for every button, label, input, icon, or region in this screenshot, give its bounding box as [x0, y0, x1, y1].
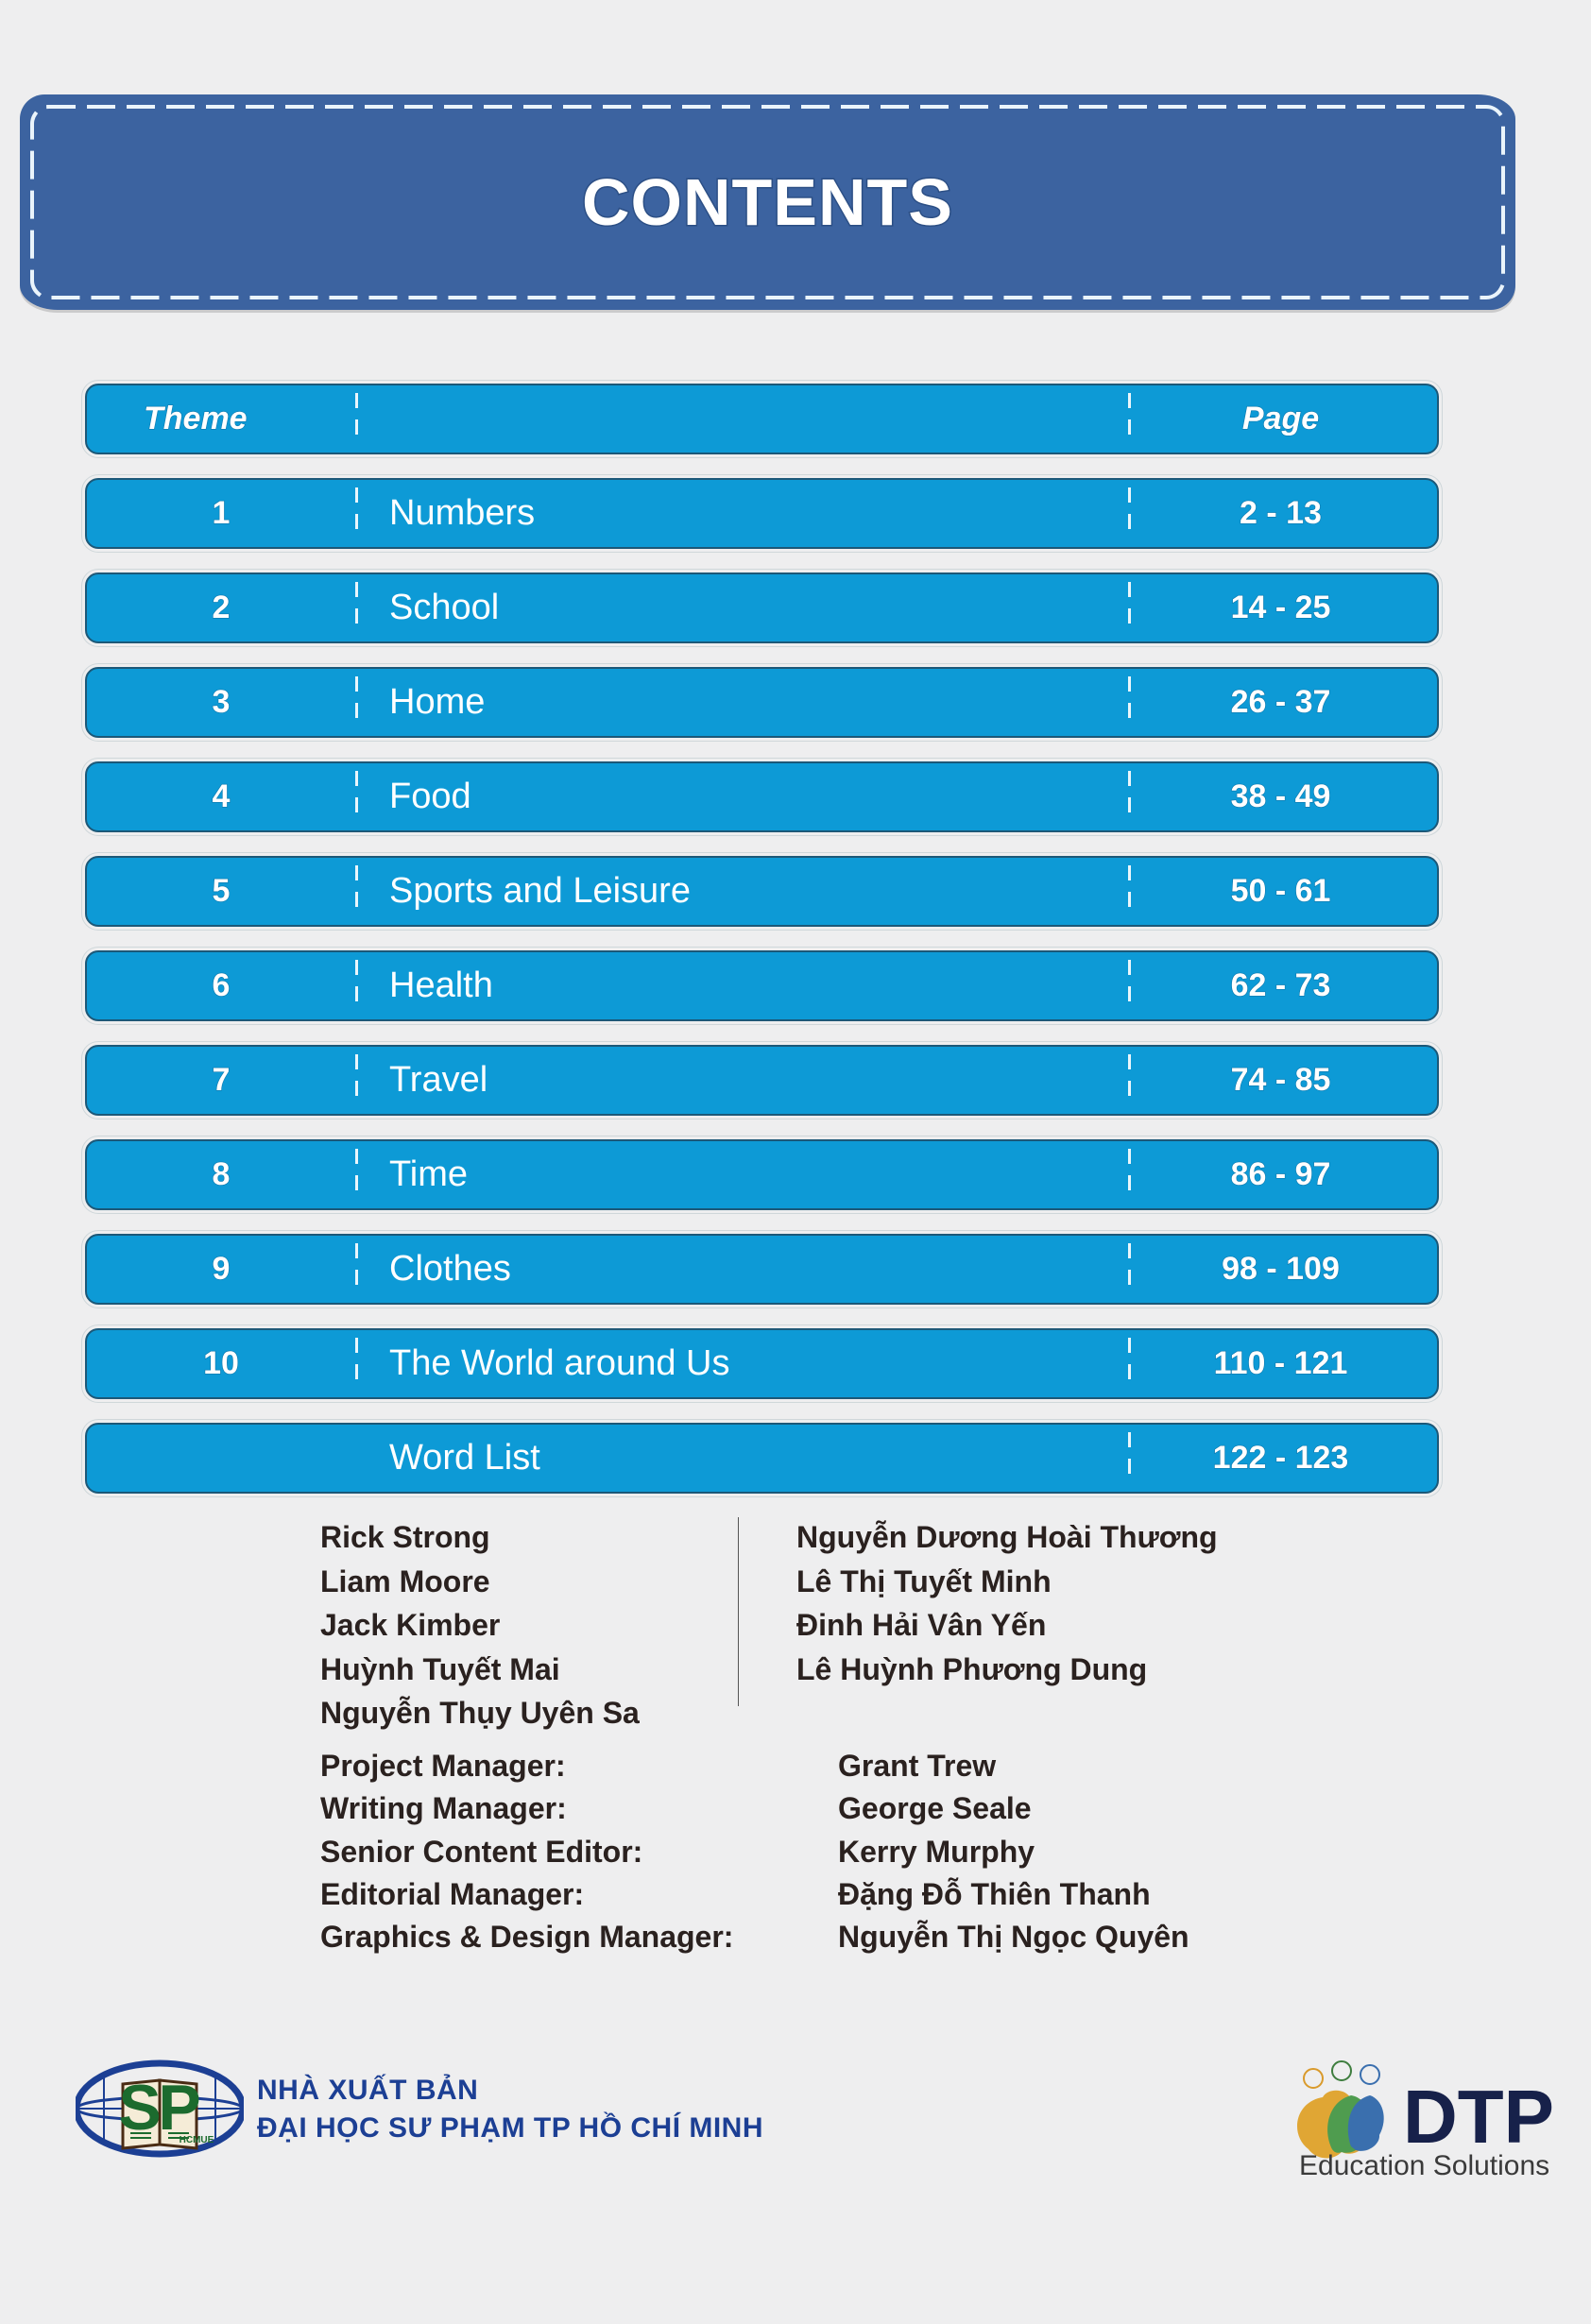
svg-text:Education Solutions: Education Solutions [1299, 2150, 1549, 2181]
svg-text:HCMUE: HCMUE [180, 2135, 214, 2145]
svg-text:S: S [118, 2072, 161, 2144]
svg-text:P: P [158, 2072, 200, 2144]
svg-text:DTP: DTP [1403, 2075, 1554, 2159]
